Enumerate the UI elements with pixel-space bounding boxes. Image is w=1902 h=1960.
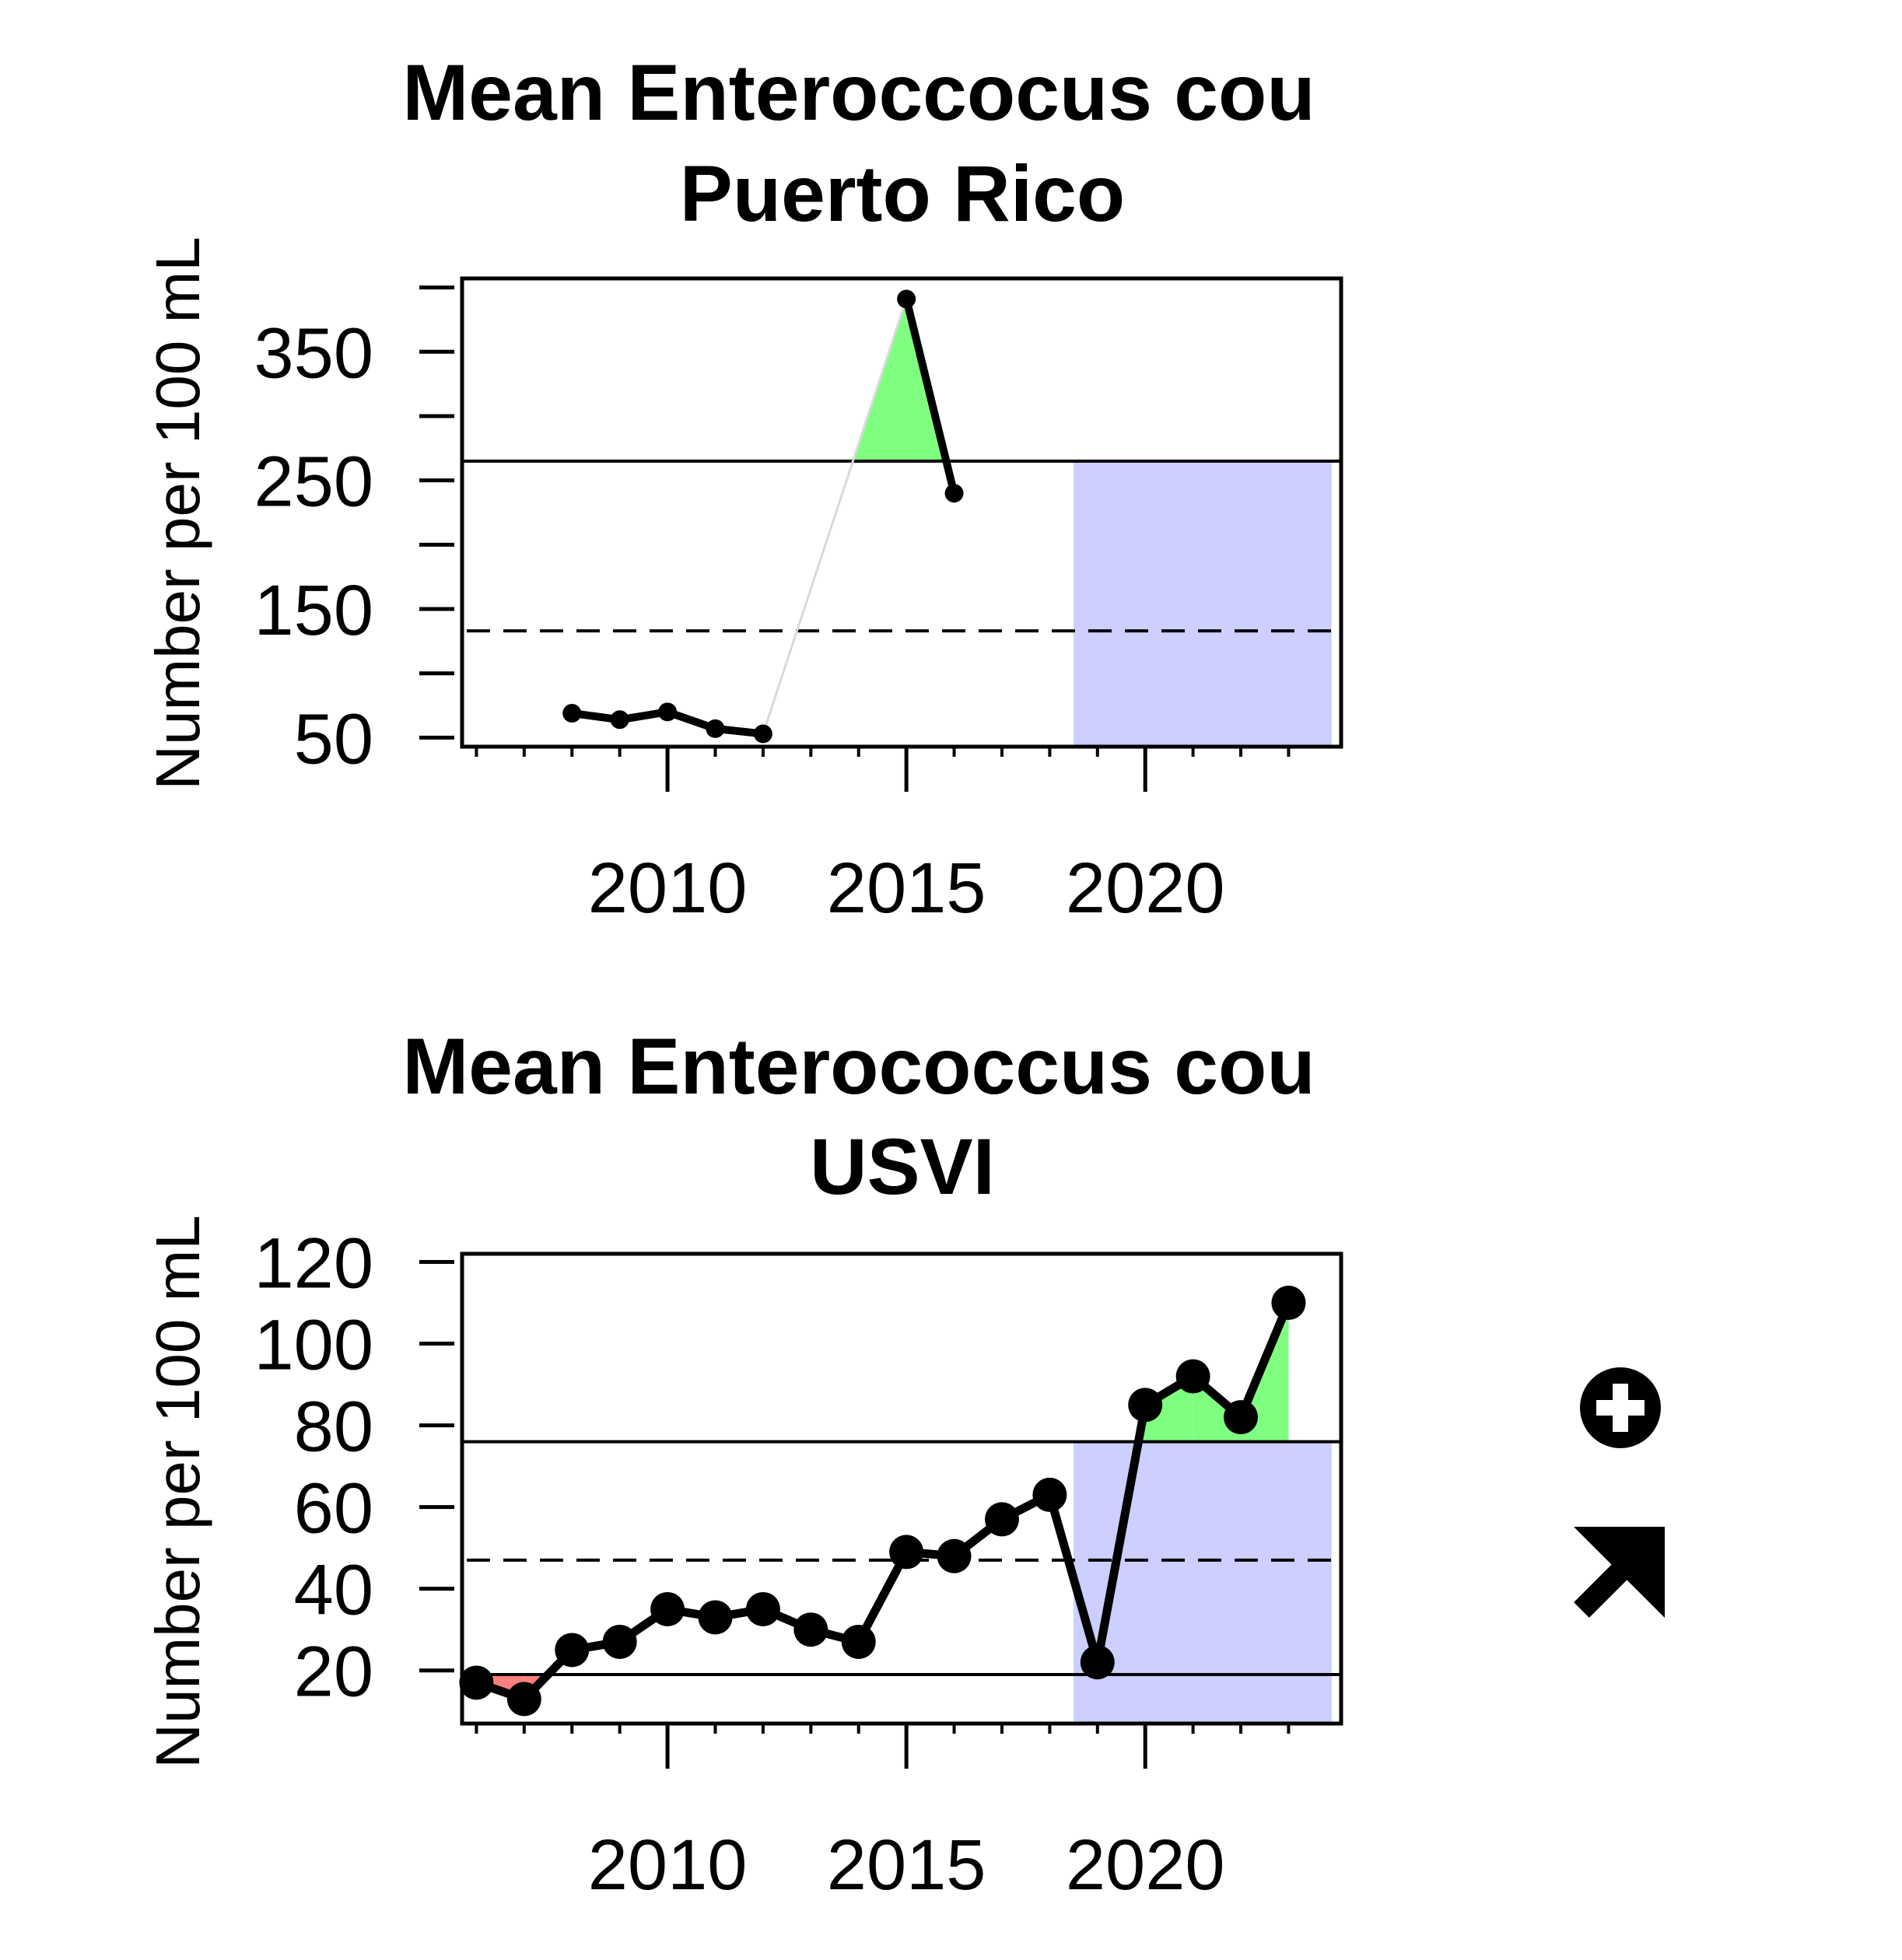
- series-gap-line: [762, 297, 908, 735]
- chart-subtitle: USVI: [810, 1122, 995, 1211]
- y-tick-label: 350: [254, 313, 374, 393]
- data-point: [602, 1624, 637, 1659]
- data-point: [1271, 1286, 1306, 1321]
- y-tick-label: 60: [294, 1469, 373, 1549]
- data-point: [506, 1682, 541, 1717]
- x-tick-label: 2015: [827, 849, 986, 928]
- data-point: [944, 484, 964, 503]
- data-point: [753, 724, 772, 744]
- plot-area: 2010 2015 2020 50 150 250 350: [254, 276, 1343, 928]
- data-point: [793, 1612, 828, 1647]
- data-point: [937, 1538, 972, 1573]
- data-point: [650, 1591, 685, 1626]
- y-tick-label: 100: [254, 1306, 374, 1385]
- x-tick-label: 2020: [1066, 1825, 1225, 1905]
- data-point: [562, 704, 582, 723]
- data-point: [1224, 1400, 1259, 1435]
- y-tick-label: 80: [294, 1388, 373, 1467]
- y-tick-label: 150: [254, 571, 374, 650]
- x-tick-label: 2010: [588, 849, 748, 928]
- series-line-segment: [1093, 1400, 1150, 1667]
- data-point: [841, 1624, 876, 1659]
- data-point: [745, 1591, 780, 1626]
- data-point: [1175, 1359, 1210, 1394]
- y-tick-label: 250: [254, 443, 374, 522]
- data-point: [984, 1502, 1019, 1537]
- above-band-fill: [1145, 1376, 1193, 1442]
- data-point: [1128, 1388, 1163, 1423]
- data-point: [610, 710, 629, 730]
- data-point: [555, 1633, 590, 1668]
- data-point: [459, 1665, 494, 1700]
- data-point: [889, 1535, 924, 1570]
- series-line-segment: [1236, 1298, 1293, 1422]
- chart-panel-usvi: Mean Enterococcus cou USVI Number per 10…: [143, 1022, 1343, 1905]
- y-axis-label: Number per 100 mL: [143, 1215, 212, 1768]
- arrow-up-right-icon: [1574, 1527, 1665, 1618]
- data-point: [1032, 1477, 1067, 1512]
- series-line-segment: [1045, 1490, 1102, 1667]
- data-point: [698, 1600, 733, 1635]
- y-tick-label: 50: [294, 699, 373, 779]
- y-tick-label: 120: [254, 1224, 374, 1304]
- chart-title: Mean Enterococcus cou: [402, 1022, 1315, 1111]
- x-tick-label: 2015: [827, 1825, 986, 1905]
- data-point: [897, 289, 916, 309]
- chart-subtitle: Puerto Rico: [680, 149, 1125, 238]
- x-tick-label: 2020: [1066, 849, 1225, 928]
- y-tick-label: 20: [294, 1633, 373, 1712]
- y-tick-label: 40: [294, 1551, 373, 1630]
- x-tick-label: 2010: [588, 1825, 748, 1905]
- data-point: [706, 719, 725, 738]
- plot-frame: [460, 276, 1343, 749]
- plot-frame: [460, 1251, 1343, 1726]
- chart-panel-puerto-rico: Mean Enteroccocus cou Puerto Rico Number…: [143, 48, 1343, 928]
- data-point: [658, 702, 678, 722]
- y-axis-label: Number per 100 mL: [143, 236, 212, 789]
- recent-period-band: [1074, 460, 1332, 747]
- data-point: [1080, 1645, 1115, 1680]
- series-line-segment: [902, 295, 958, 498]
- chart-title: Mean Enteroccocus cou: [402, 48, 1315, 137]
- circle-plus-icon: [1580, 1367, 1661, 1448]
